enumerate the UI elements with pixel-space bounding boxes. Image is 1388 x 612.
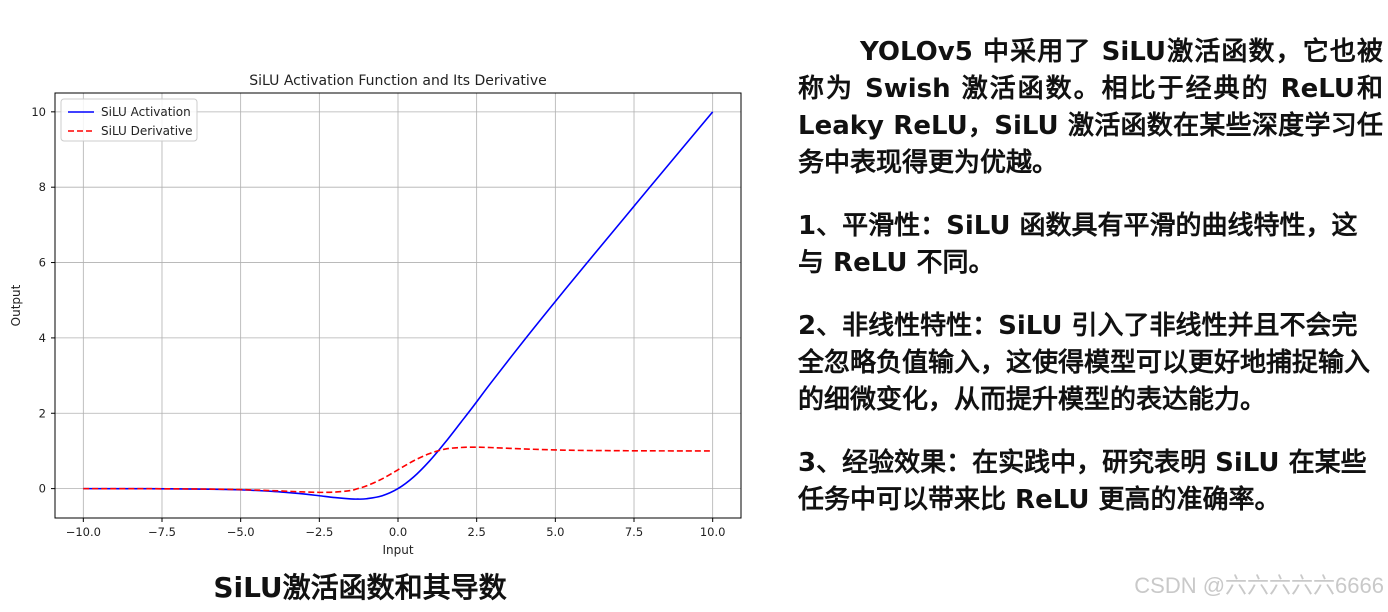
point-nonlinearity: 2、非线性特性：SiLU 引入了非线性并且不会完全忽略负值输入，这使得模型可以更… xyxy=(798,311,1371,415)
silu-derivative-line xyxy=(83,446,713,494)
x-tick-label: −5.0 xyxy=(227,525,255,539)
x-tick-label: 7.5 xyxy=(625,525,643,539)
x-tick-label: 0.0 xyxy=(389,525,407,539)
figure-caption: SiLU激活函数和其导数 xyxy=(213,571,507,604)
y-tick-label: 10 xyxy=(31,105,46,119)
intro-paragraph: YOLOv5 中采用了 SiLU激活函数，它也被称为 Swish 激活函数。相比… xyxy=(798,37,1383,178)
legend-label-silu: SiLU Activation xyxy=(101,105,191,119)
x-tick-label: 2.5 xyxy=(468,525,486,539)
x-tick-label: −7.5 xyxy=(148,525,176,539)
legend-box xyxy=(60,98,198,142)
chart-figure: −10.0 −7.5 −5.0 −2.5 0.0 2.5 5.0 7.5 10.0 0 2 4 6 8 10… xyxy=(0,60,750,570)
y-tick-label: 8 xyxy=(39,180,46,194)
text-panel: YOLOv5 中采用了 SiLU激活函数，它也被称为 Swish 激活函数。相比… xyxy=(798,34,1383,519)
chart-svg: −10.0 −7.5 −5.0 −2.5 0.0 2.5 5.0 7.5 10.0 0 2 4 6 8 10… xyxy=(9,73,742,557)
x-axis-label: Input xyxy=(382,543,413,557)
x-tick-label: −2.5 xyxy=(305,525,333,539)
chart-title: SiLU Activation Function and Its Derivat… xyxy=(249,73,546,89)
point-smoothness: 1、平滑性：SiLU 函数具有平滑的曲线特性，这与 ReLU 不同。 xyxy=(798,211,1358,278)
y-tick-label: 6 xyxy=(39,256,46,270)
point-empirical: 3、经验效果：在实践中，研究表明 SiLU 在某些任务中可以带来比 ReLU 更… xyxy=(798,448,1367,515)
x-tick-label: 5.0 xyxy=(546,525,564,539)
x-tick-label: 10.0 xyxy=(700,525,726,539)
legend-label-derivative: SiLU Derivative xyxy=(101,124,193,138)
x-tick-label: −10.0 xyxy=(66,525,101,539)
watermark-credit: CSDN @六六六六六6666 xyxy=(1134,573,1384,598)
y-tick-label: 0 xyxy=(39,482,46,496)
silu-activation-line xyxy=(83,111,714,500)
y-tick-label: 4 xyxy=(39,331,46,345)
y-tick-label: 2 xyxy=(39,406,46,420)
chart-legend: SiLU Activation SiLU Derivative xyxy=(60,98,198,142)
y-axis-label: Output xyxy=(9,284,23,326)
